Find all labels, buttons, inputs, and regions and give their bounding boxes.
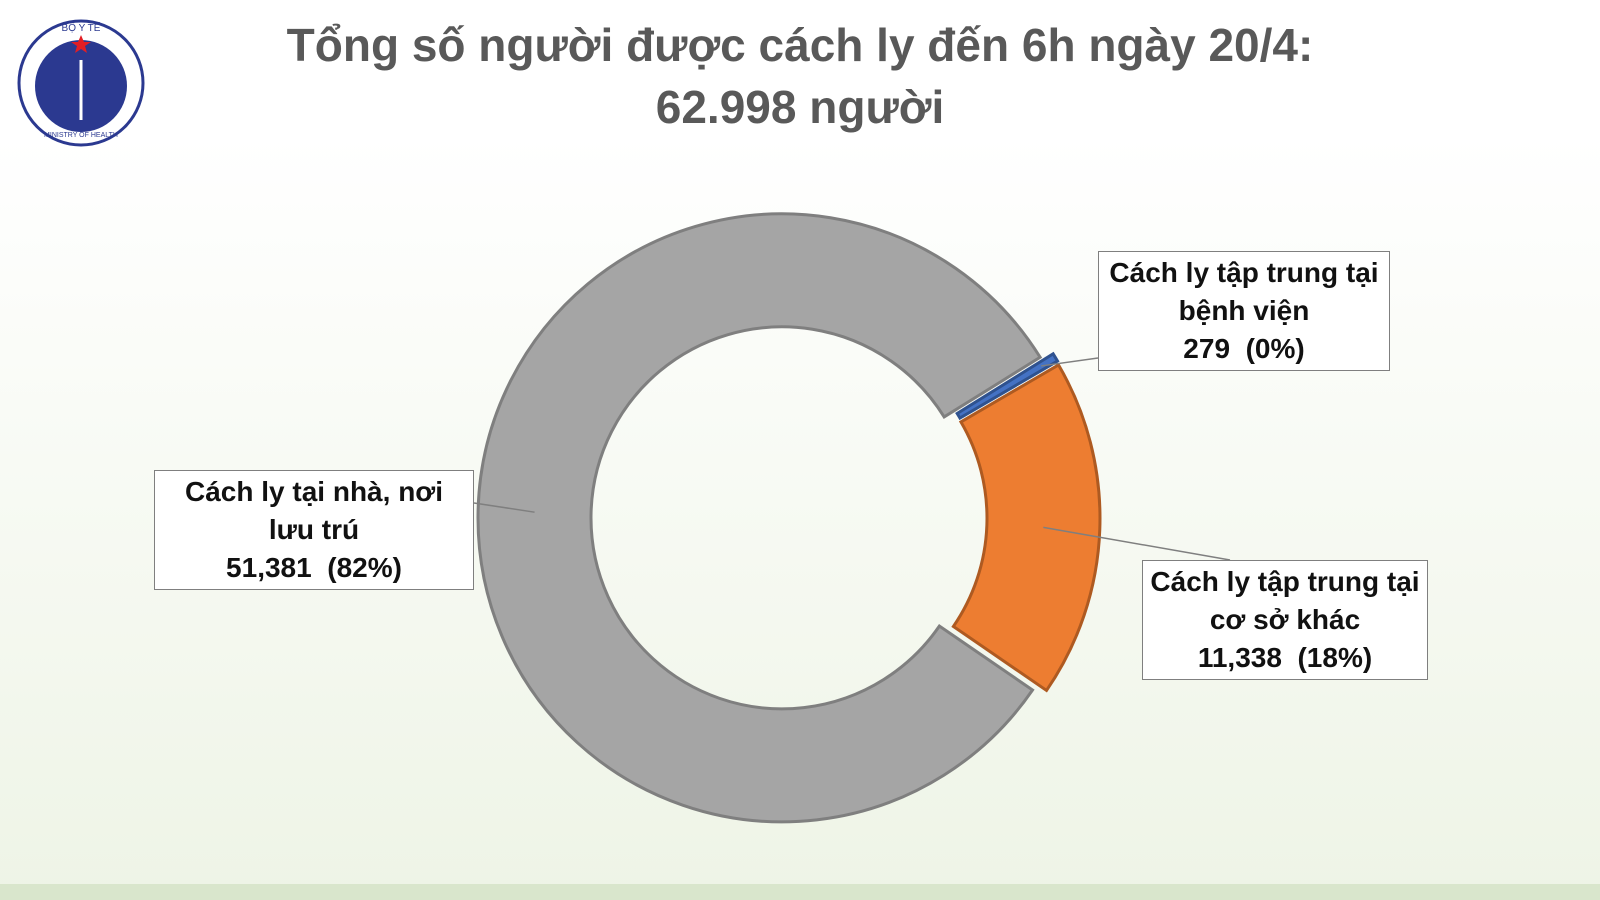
- data-label: Cách ly tập trung tại bệnh viện 279 (0%): [1098, 251, 1390, 371]
- leader-line: [1041, 357, 1099, 367]
- data-label: Cách ly tại nhà, nơi lưu trú 51,381 (82%): [154, 470, 474, 590]
- donut-slice: [951, 362, 1102, 693]
- value-line: 279 (0%): [1103, 330, 1385, 368]
- data-label: Cách ly tập trung tại cơ sở khác 11,338 (…: [1142, 560, 1428, 680]
- footer-bar: [0, 884, 1600, 900]
- percent-label: (18%): [1297, 642, 1373, 673]
- value-label: 51,381: [226, 552, 312, 583]
- chart-title: Tổng số người được cách ly đến 6h ngày 2…: [286, 19, 1314, 71]
- value-line: 11,338 (18%): [1147, 639, 1423, 677]
- logo-top-text: BỘ Y TẾ: [62, 21, 101, 34]
- category-label: Cách ly tập trung tại bệnh viện: [1109, 257, 1379, 326]
- donut-slice: [955, 351, 1060, 421]
- value-label: 11,338: [1197, 642, 1282, 673]
- leader-line: [1043, 526, 1231, 561]
- donut-slice: [476, 212, 1043, 824]
- title-block: Tổng số người được cách ly đến 6h ngày 2…: [0, 14, 1600, 138]
- value-line: 51,381 (82%): [159, 549, 469, 587]
- percent-label: (0%): [1245, 333, 1305, 364]
- category-label: Cách ly tập trung tại cơ sở khác: [1150, 566, 1420, 635]
- logo-star: [71, 35, 91, 53]
- leader-line: [473, 502, 535, 513]
- leaders: [473, 357, 1231, 561]
- chart-subtitle: 62.998 người: [655, 81, 945, 133]
- donut: [476, 212, 1102, 824]
- logo-bottom-text: MINISTRY OF HEALTH: [44, 132, 118, 139]
- value-label: 279: [1183, 333, 1231, 364]
- percent-label: (82%): [327, 552, 402, 583]
- logo: BỘ Y TẾ MINISTRY OF HEALTH: [17, 19, 145, 147]
- category-label: Cách ly tại nhà, nơi lưu trú: [185, 476, 443, 545]
